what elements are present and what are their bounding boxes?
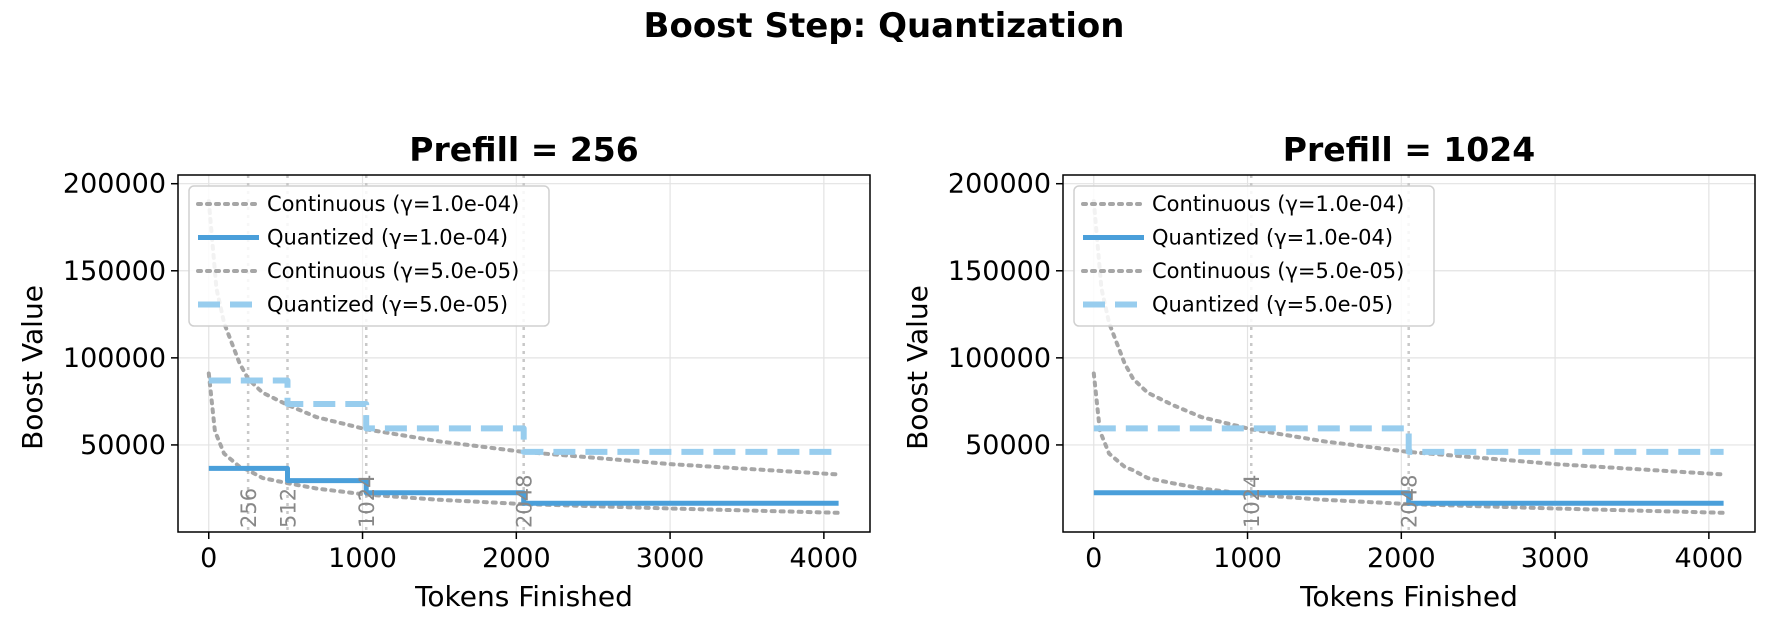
subplot-title: Prefill = 1024	[1283, 130, 1535, 169]
x-tick-label: 0	[200, 543, 217, 574]
x-tick-label: 4000	[1675, 543, 1744, 574]
y-axis-label: Boost Value	[901, 285, 934, 450]
legend: Continuous (γ=1.0e-04) Quantized (γ=1.0e-…	[188, 185, 550, 327]
legend-box	[188, 185, 550, 327]
y-tick-label: 100000	[63, 343, 166, 374]
y-tick-label: 50000	[80, 430, 166, 461]
legend: Continuous (γ=1.0e-04) Quantized (γ=1.0e-…	[1073, 185, 1435, 327]
x-tick-label: 1000	[1213, 543, 1282, 574]
y-tick-label: 200000	[63, 169, 166, 200]
subplot-title: Prefill = 256	[409, 130, 638, 169]
y-tick-label: 200000	[948, 169, 1051, 200]
x-tick-label: 3000	[636, 543, 705, 574]
legend-label-1: Continuous (γ=1.0e-04)	[1152, 192, 1404, 216]
legend-label-3: Continuous (γ=5.0e-05)	[267, 259, 519, 283]
marker-label: 512	[276, 488, 300, 528]
x-axis-label: Tokens Finished	[1299, 580, 1518, 613]
x-tick-label: 1000	[328, 543, 397, 574]
x-axis-label: Tokens Finished	[414, 580, 633, 613]
y-tick-label: 50000	[965, 430, 1051, 461]
legend-label-3: Continuous (γ=5.0e-05)	[1152, 259, 1404, 283]
x-tick-label: 2000	[482, 543, 551, 574]
figure-title: Boost Step: Quantization	[643, 6, 1125, 46]
legend-label-1: Continuous (γ=1.0e-04)	[267, 192, 519, 216]
x-tick-label: 2000	[1367, 543, 1436, 574]
y-axis-label: Boost Value	[16, 285, 49, 450]
x-tick-label: 0	[1085, 543, 1102, 574]
y-tick-label: 100000	[948, 343, 1051, 374]
axes-frame	[1062, 174, 1756, 533]
marker-label: 2048	[513, 475, 537, 528]
axes-frame	[177, 174, 871, 533]
x-tick-label: 3000	[1521, 543, 1590, 574]
series-line-2	[208, 465, 839, 506]
legend-label-2: Quantized (γ=1.0e-04)	[1152, 226, 1393, 250]
marker-label: 1024	[1240, 475, 1264, 528]
series-line-4	[1093, 425, 1724, 455]
marker-label: 256	[237, 488, 261, 528]
x-tick-label: 4000	[790, 543, 859, 574]
legend-label-4: Quantized (γ=5.0e-05)	[1152, 293, 1393, 317]
marker-label: 2048	[1398, 475, 1422, 528]
marker-label: 1024	[355, 475, 379, 528]
legend-box	[1073, 185, 1435, 327]
series-line-4	[208, 377, 839, 455]
series-line-2	[1093, 490, 1724, 506]
legend-label-4: Quantized (γ=5.0e-05)	[267, 293, 508, 317]
subplot-2: 1024 2048 0 1000 2000 3000 4000 50000 100000 1500…	[901, 130, 1756, 613]
subplot-1: 256 512 1024 2048 0 1000 2000 3000 4000 50000 1000…	[16, 130, 871, 613]
y-tick-label: 150000	[63, 256, 166, 287]
legend-label-2: Quantized (γ=1.0e-04)	[267, 226, 508, 250]
y-tick-label: 150000	[948, 256, 1051, 287]
